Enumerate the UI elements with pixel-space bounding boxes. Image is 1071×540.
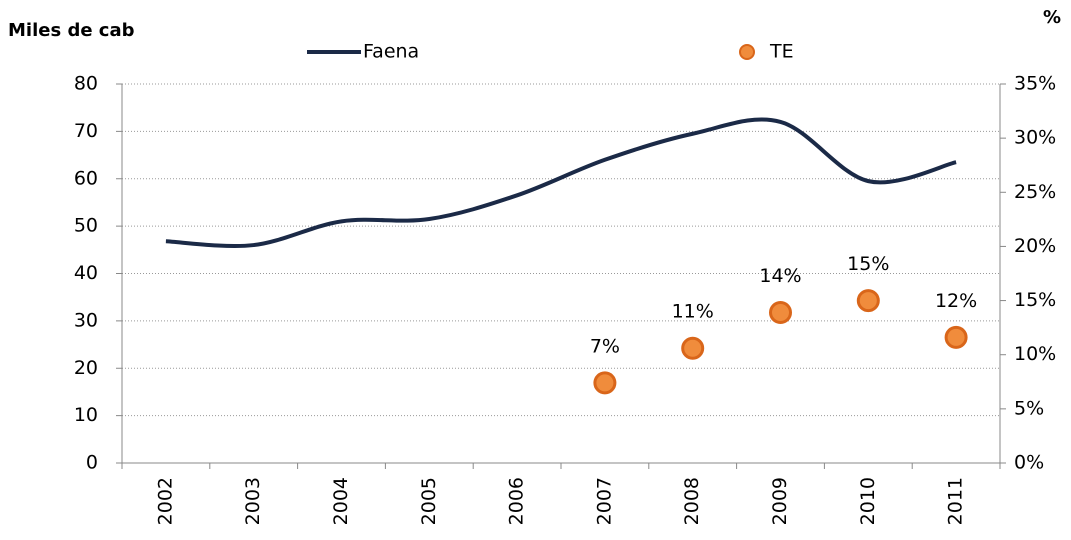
data-label: 12% [935, 290, 977, 312]
x-tick-label: 2002 [154, 477, 176, 525]
y-axis-label: Miles de cab [8, 20, 135, 41]
line [165, 117, 957, 249]
marker [856, 289, 880, 313]
y2-tick-label: 25% [1014, 181, 1056, 203]
x-tick-label: 2004 [330, 477, 352, 525]
y2-axis-label: % [1043, 7, 1061, 28]
y-tick-label: 50 [74, 215, 98, 237]
y-tick-label: 10 [74, 404, 98, 426]
data-label: 7% [590, 335, 620, 357]
y-tick-label: 60 [74, 167, 98, 189]
x-tick-label: 2005 [418, 477, 440, 525]
y-tick-label: 30 [74, 309, 98, 331]
x-tick-label: 2010 [857, 477, 879, 525]
y2-tick-label: 5% [1014, 397, 1044, 419]
x-tick-label: 2007 [593, 477, 615, 525]
marker [593, 371, 617, 395]
x-tick-label: 2009 [769, 477, 791, 525]
y2-tick-label: 30% [1014, 127, 1056, 149]
legend-label: TE [769, 41, 794, 63]
y-tick-label: 0 [86, 452, 98, 474]
y2-tick-label: 20% [1014, 235, 1056, 257]
x-tick-label: 2003 [242, 477, 264, 525]
y2-tick-label: 15% [1014, 289, 1056, 311]
y-tick-label: 80 [74, 73, 98, 95]
y-tick-label: 70 [74, 120, 98, 142]
marker [681, 336, 705, 360]
y2-tick-label: 10% [1014, 343, 1056, 365]
data-label: 14% [759, 265, 801, 287]
x-tick-label: 2008 [681, 477, 703, 525]
marker [769, 300, 792, 324]
data-label: 11% [672, 301, 714, 323]
x-tick-label: 2011 [945, 477, 967, 525]
data-label: 15% [847, 253, 889, 275]
y-tick-label: 40 [74, 262, 98, 284]
y2-tick-label: 35% [1014, 73, 1056, 95]
x-tick-label: 2006 [506, 477, 528, 525]
y2-tick-label: 0% [1014, 452, 1044, 474]
legend-label: Faena [363, 41, 419, 63]
y-tick-label: 20 [74, 357, 98, 379]
legend-swatch [739, 44, 755, 60]
marker [944, 325, 968, 349]
